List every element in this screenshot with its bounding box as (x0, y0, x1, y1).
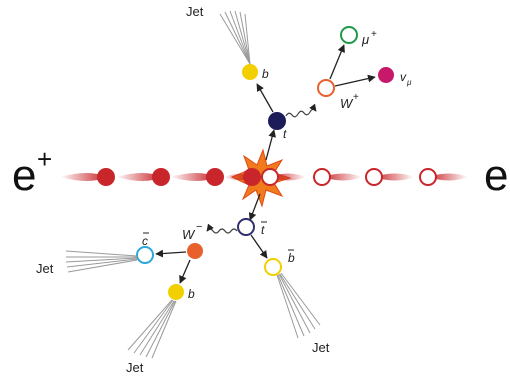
svg-text:v: v (400, 70, 407, 84)
svg-text:+: + (353, 92, 359, 103)
arrow-to-top (265, 129, 276, 161)
arrow-to-neutrino (334, 74, 376, 87)
jet-left-label: Jet (36, 261, 54, 276)
arrow-to-antitop (248, 193, 261, 221)
b-quark-bottom (168, 284, 184, 300)
b-quark-bottom-label: b (188, 287, 195, 301)
top-quark-label: t (283, 127, 287, 141)
anti-charm-label: c (142, 232, 149, 248)
svg-text:b: b (288, 251, 295, 265)
anti-charm-quark (136, 246, 154, 264)
arrow-to-muon (329, 44, 345, 80)
electron-bunch (419, 168, 468, 186)
w-minus-boson (187, 243, 203, 259)
electron-bunch (261, 168, 306, 186)
anti-top-label: t (261, 221, 267, 237)
electron-beam-label: e (484, 151, 508, 200)
arrow-to-b-top (256, 83, 274, 113)
positron-bunches (60, 168, 224, 186)
positron-charge: + (37, 144, 52, 174)
jet-bottom-right-label: Jet (312, 340, 330, 355)
jet-bottom-left (127, 299, 177, 359)
neutrino-label: v μ (400, 70, 412, 87)
w-plus-label: W + (340, 92, 359, 111)
arrow-to-b-bottom (179, 259, 191, 284)
positron-bunch (116, 168, 170, 186)
jet-left (65, 250, 138, 273)
positron-bunch (60, 168, 115, 186)
anti-b-label: b (288, 249, 295, 265)
jet-bottom-right (276, 272, 321, 339)
muon (340, 26, 358, 44)
collision-flash (224, 148, 292, 208)
w-plus-boson (317, 79, 335, 97)
svg-text:μ: μ (361, 32, 369, 47)
arrow-to-anti-b (250, 234, 268, 259)
svg-text:W: W (182, 227, 196, 242)
b-quark-top-label: b (262, 67, 269, 81)
svg-text:μ: μ (406, 78, 412, 87)
positron-label: e (12, 151, 36, 200)
anti-b-quark (264, 258, 282, 276)
neutrino (378, 67, 394, 83)
positron-beam-label: e + (12, 144, 52, 200)
electron-bunch (313, 168, 362, 186)
top-quark (268, 112, 286, 130)
jet-bottom-left-label: Jet (126, 360, 144, 375)
svg-text:c: c (142, 234, 148, 248)
w-minus-propagator (206, 223, 238, 234)
jet-top-label: Jet (186, 4, 204, 19)
svg-text:W: W (340, 96, 354, 111)
b-quark-top (242, 64, 258, 80)
w-minus-label: W − (182, 221, 202, 242)
electron-bunch (365, 168, 414, 186)
anti-top-quark (237, 218, 255, 236)
svg-text:+: + (371, 29, 377, 40)
arrow-to-anti-c (155, 249, 187, 258)
jet-top (219, 10, 251, 65)
svg-text:t: t (261, 223, 265, 237)
electron-bunches (261, 168, 468, 186)
muon-label: μ + (361, 29, 377, 47)
svg-text:−: − (196, 221, 202, 233)
w-plus-propagator (285, 103, 317, 118)
positron-bunch (170, 168, 224, 186)
